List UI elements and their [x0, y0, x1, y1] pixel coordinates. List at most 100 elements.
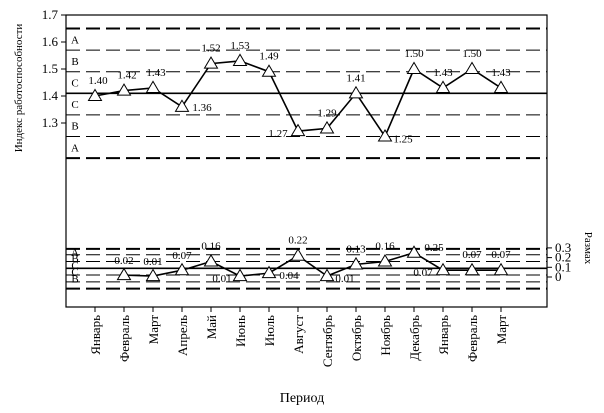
bottom-series-data-label: 0.04	[279, 270, 299, 282]
top-series-data-label: 1.53	[230, 40, 250, 52]
bottom-zone-letter: A	[71, 247, 79, 259]
top-zone-letter: C	[71, 99, 78, 111]
bottom-series-point	[290, 248, 306, 261]
top-series-data-label: 1.42	[117, 70, 136, 82]
x-category-labels: Январь Февраль Март Апрель Май Июнь Июль Август…	[88, 307, 509, 367]
bottom-series-point	[435, 262, 451, 276]
y-tick-label-right: 0.2	[555, 250, 571, 265]
bottom-series-data-label: 0.01	[335, 273, 354, 285]
bottom-series-point	[377, 253, 393, 267]
y-tick-label-right: 0.1	[555, 259, 571, 274]
top-series-point	[435, 80, 451, 93]
bottom-series-point	[493, 262, 509, 276]
x-category-label: Август	[291, 315, 306, 354]
top-series-data-label: 1.43	[433, 67, 453, 79]
top-zone-letter: A	[71, 34, 79, 46]
bottom-series-data-label: 0.01	[212, 273, 231, 285]
top-series-data-label: 1.52	[201, 43, 220, 55]
top-series-point	[406, 61, 422, 75]
bottom-series-point	[464, 262, 480, 276]
bottom-series-point	[145, 268, 161, 282]
x-category-label: Март	[146, 315, 161, 345]
top-series-data-label: 1.49	[259, 51, 279, 63]
bottom-series-data-label: 0.07	[413, 267, 433, 279]
top-series-point	[87, 88, 103, 102]
bottom-series-data-label: 0.25	[424, 242, 444, 254]
top-series-point	[116, 83, 132, 96]
bottom-series-data-label: 0.07	[491, 249, 511, 261]
x-category-label: Май	[204, 315, 219, 339]
bottom-series-data-label: 0.22	[288, 235, 307, 247]
data-series: 1.40 1.42 1.43 1.36 1.52 1.53 1.49 1.27 1.29 1.41…	[87, 40, 511, 285]
x-axis-title: Период	[280, 391, 325, 406]
top-series-data-label: 1.25	[393, 134, 413, 146]
bottom-series-data-label: 0.01	[143, 256, 162, 268]
x-category-label: Апрель	[175, 315, 190, 356]
x-category-label: Февраль	[465, 315, 480, 362]
bottom-series-data-label: 0.16	[375, 240, 395, 252]
y-tick-label-right: 0.3	[555, 240, 571, 255]
x-category-label: Январь	[88, 315, 103, 355]
x-category-label: Ноябрь	[378, 315, 393, 356]
top-series-point	[493, 80, 509, 93]
bottom-series-data-label: 0.07	[172, 250, 192, 262]
y-tick-label-left: 1.7	[42, 7, 59, 22]
x-category-label: Октябрь	[349, 315, 364, 361]
y-axis-title-right: Размах	[582, 232, 594, 265]
bottom-zone-letter: C	[71, 267, 78, 279]
x-category-label: Февраль	[117, 315, 132, 362]
top-series-data-label: 1.50	[462, 48, 482, 60]
top-zone-letter: C	[71, 78, 78, 90]
y-tick-label-right: 0	[555, 269, 562, 284]
bottom-series-data-label: 0.13	[346, 243, 366, 255]
y-tick-label-left: 1.5	[42, 61, 58, 76]
x-category-label: Июнь	[233, 315, 248, 347]
top-series-point	[145, 80, 161, 93]
top-series-data-label: 1.43	[146, 67, 166, 79]
bottom-series-data-label: 0.16	[201, 240, 221, 252]
top-series-point	[174, 99, 190, 112]
bottom-zone-letter: B	[71, 253, 78, 265]
bottom-zone-letter: C	[71, 260, 78, 272]
top-zone-letter: B	[71, 121, 78, 133]
top-series-data-label: 1.43	[491, 67, 511, 79]
plot-frame	[65, 14, 548, 308]
x-category-label: Июль	[262, 315, 277, 346]
top-series-point	[290, 123, 306, 137]
x-category-label: Декабрь	[407, 315, 422, 361]
top-zone-letter: A	[71, 142, 79, 154]
top-series-data-label: 1.50	[404, 48, 424, 60]
x-category-label: Сентябрь	[320, 315, 335, 367]
top-series-data-label: 1.29	[317, 107, 337, 119]
bottom-series-point	[232, 268, 248, 282]
bottom-zone-letter: B	[71, 273, 78, 285]
bottom-series-point	[348, 256, 364, 270]
bottom-series-point	[203, 253, 219, 267]
top-series-point	[348, 85, 364, 99]
top-series-point	[203, 56, 219, 69]
bottom-series-data-label: 0.07	[462, 249, 482, 261]
top-series-data-label: 1.41	[346, 72, 365, 84]
y-axis-title-left: Индекс работоспособности	[13, 24, 25, 153]
y-tick-label-left: 1.3	[42, 115, 58, 130]
bottom-series-point	[116, 267, 132, 281]
bottom-series-data-label: 0.02	[114, 255, 133, 267]
top-series-data-label: 1.27	[268, 128, 288, 140]
top-series-point	[464, 61, 480, 75]
bottom-series-point	[319, 268, 335, 282]
top-zone-letter: B	[71, 56, 78, 68]
bottom-series-point	[261, 265, 277, 279]
top-series-point	[377, 129, 393, 142]
bottom-series-line	[123, 251, 501, 277]
top-series-point	[232, 53, 248, 66]
bottom-series-point	[174, 262, 190, 276]
y-tick-label-left: 1.6	[42, 34, 59, 49]
axis-ticks: 1.3 1.4 1.5 1.6 1.7 00.10.20.3	[42, 7, 572, 284]
x-category-label: Март	[494, 315, 509, 345]
x-category-label: Январь	[436, 315, 451, 355]
top-series-data-label: 1.36	[192, 102, 212, 114]
y-tick-label-left: 1.4	[42, 88, 59, 103]
top-series-data-label: 1.40	[88, 75, 108, 87]
